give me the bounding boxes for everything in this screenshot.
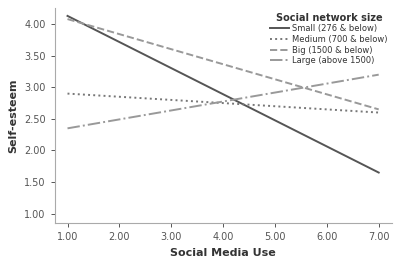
X-axis label: Social Media Use: Social Media Use xyxy=(170,248,276,258)
Y-axis label: Self-esteem: Self-esteem xyxy=(8,78,18,153)
Legend: Small (276 & below), Medium (700 & below), Big (1500 & below), Large (above 1500: Small (276 & below), Medium (700 & below… xyxy=(270,13,388,65)
